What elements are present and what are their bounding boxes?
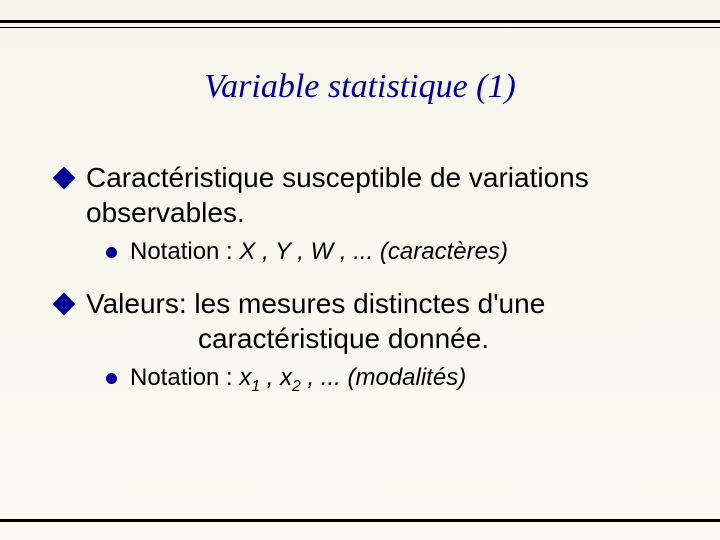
var-x1: x [239, 364, 251, 391]
bullet-lead: Valeurs: [86, 288, 187, 319]
bottom-horizontal-rule [0, 519, 720, 522]
bullet-lead: Caractéristique [86, 162, 274, 193]
sub-bullet-notation-1: Notation : X , Y , W , ... (caractères) [106, 238, 680, 266]
notation-label: Notation : [130, 364, 239, 391]
top-horizontal-rules [0, 20, 720, 28]
rule-thin [0, 27, 720, 28]
bullet-valeurs: Valeurs: les mesures distinctes d'une ca… [56, 286, 680, 356]
sep1: , [260, 364, 280, 391]
rule-thick [0, 20, 720, 23]
sub-2: 2 [292, 378, 301, 395]
bullet-rest-line2: caractéristique donnée. [86, 321, 680, 356]
diamond-icon [53, 293, 76, 316]
sub-bullet-notation-2: Notation : x1 , x2 , ... (modalités) [106, 364, 680, 396]
slide-title: Variable statistique (1) [0, 68, 720, 106]
notation-vars: X , Y , W , ... [239, 238, 373, 265]
notation-label: Notation : [130, 238, 239, 265]
dot-icon [106, 373, 117, 384]
dot-icon [106, 247, 117, 258]
notation-tail: (modalités) [341, 364, 466, 391]
slide-content: Caractéristique susceptible de variation… [56, 160, 680, 416]
sub-1: 1 [251, 378, 260, 395]
diamond-icon [53, 167, 76, 190]
bullet-caracteristique: Caractéristique susceptible de variation… [56, 160, 680, 230]
var-x2: x [280, 364, 292, 391]
sep2: , ... [301, 364, 341, 391]
bullet-rest-line1: les mesures distinctes d'une [187, 288, 546, 319]
notation-tail: (caractères) [373, 238, 508, 265]
